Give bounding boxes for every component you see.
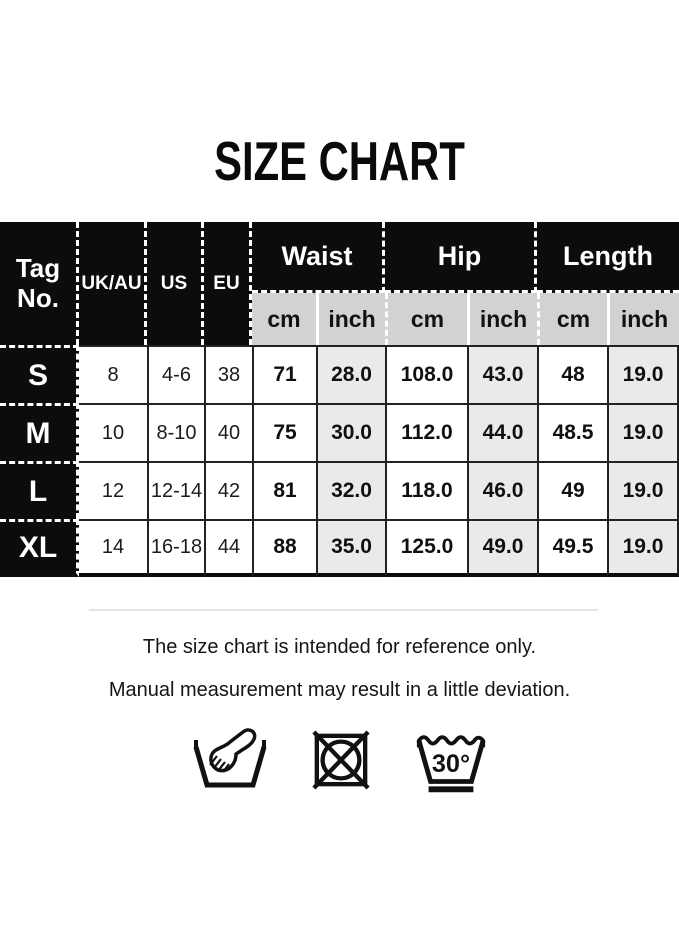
header-waist: Waist bbox=[252, 222, 385, 293]
header-us: US bbox=[147, 222, 204, 345]
table-cell: 48 bbox=[537, 345, 607, 403]
care-icons-row: 30° bbox=[0, 722, 679, 801]
table-cell: 28.0 bbox=[316, 345, 385, 403]
table-cell: 19.0 bbox=[607, 403, 679, 461]
table-row-l: L 12 12-14 42 81 32.0 118.0 46.0 49 19.0 bbox=[0, 461, 679, 519]
size-chart-table: Tag No. UK/AU US EU Waist Hip Length cm … bbox=[0, 222, 679, 577]
do-not-tumble-dry-icon bbox=[311, 728, 370, 797]
header-length: Length bbox=[537, 222, 679, 293]
table-row-xl: XL 14 16-18 44 88 35.0 125.0 49.0 49.5 1… bbox=[0, 519, 679, 577]
table-cell: 49 bbox=[537, 461, 607, 519]
table-cell: 112.0 bbox=[385, 403, 467, 461]
header-eu: EU bbox=[204, 222, 252, 345]
table-cell: 44.0 bbox=[467, 403, 537, 461]
table-cell: 81 bbox=[252, 461, 316, 519]
page-title: SIZE CHART bbox=[214, 130, 465, 192]
table-cell: 75 bbox=[252, 403, 316, 461]
table-cell: 49.5 bbox=[537, 519, 607, 577]
table-cell: 43.0 bbox=[467, 345, 537, 403]
header-uk-au: UK/AU bbox=[79, 222, 147, 345]
unit-header-waist-cm: cm bbox=[252, 293, 316, 345]
table-cell: 19.0 bbox=[607, 519, 679, 577]
table-cell: 8 bbox=[79, 345, 147, 403]
row-label-m: M bbox=[0, 403, 79, 461]
faint-divider bbox=[89, 609, 598, 611]
unit-header-hip-cm: cm bbox=[385, 293, 467, 345]
table-cell: 19.0 bbox=[607, 345, 679, 403]
table-cell: 32.0 bbox=[316, 461, 385, 519]
table-cell: 38 bbox=[204, 345, 252, 403]
row-label-l: L bbox=[0, 461, 79, 519]
table-row-s: S 8 4-6 38 71 28.0 108.0 43.0 48 19.0 bbox=[0, 345, 679, 403]
table-cell: 88 bbox=[252, 519, 316, 577]
table-row-m: M 10 8-10 40 75 30.0 112.0 44.0 48.5 19.… bbox=[0, 403, 679, 461]
table-cell: 12-14 bbox=[147, 461, 204, 519]
table-cell: 42 bbox=[204, 461, 252, 519]
table-cell: 12 bbox=[79, 461, 147, 519]
table-cell: 125.0 bbox=[385, 519, 467, 577]
table-cell: 49.0 bbox=[467, 519, 537, 577]
row-label-s: S bbox=[0, 345, 79, 403]
hand-wash-icon bbox=[192, 722, 268, 799]
table-cell: 8-10 bbox=[147, 403, 204, 461]
unit-header-length-inch: inch bbox=[607, 293, 679, 345]
table-cell: 40 bbox=[204, 403, 252, 461]
wash-temperature-label: 30° bbox=[431, 750, 469, 778]
unit-header-waist-inch: inch bbox=[316, 293, 385, 345]
table-cell: 108.0 bbox=[385, 345, 467, 403]
table-cell: 71 bbox=[252, 345, 316, 403]
table-cell: 14 bbox=[79, 519, 147, 577]
table-cell: 30.0 bbox=[316, 403, 385, 461]
row-label-xl: XL bbox=[0, 519, 79, 577]
machine-wash-30-icon: 30° bbox=[414, 730, 488, 801]
note-manual-measurement: Manual measurement may result in a littl… bbox=[108, 679, 571, 701]
unit-header-hip-inch: inch bbox=[467, 293, 537, 345]
header-tag-no: Tag No. bbox=[0, 222, 79, 345]
unit-header-length-cm: cm bbox=[537, 293, 607, 345]
table-cell: 118.0 bbox=[385, 461, 467, 519]
table-cell: 44 bbox=[204, 519, 252, 577]
table-cell: 46.0 bbox=[467, 461, 537, 519]
table-cell: 35.0 bbox=[316, 519, 385, 577]
table-cell: 16-18 bbox=[147, 519, 204, 577]
table-cell: 19.0 bbox=[607, 461, 679, 519]
note-reference-only: The size chart is intended for reference… bbox=[142, 636, 537, 658]
table-cell: 48.5 bbox=[537, 403, 607, 461]
table-cell: 4-6 bbox=[147, 345, 204, 403]
table-cell: 10 bbox=[79, 403, 147, 461]
header-hip: Hip bbox=[385, 222, 537, 293]
table-header: Tag No. UK/AU US EU Waist Hip Length cm … bbox=[0, 222, 679, 345]
